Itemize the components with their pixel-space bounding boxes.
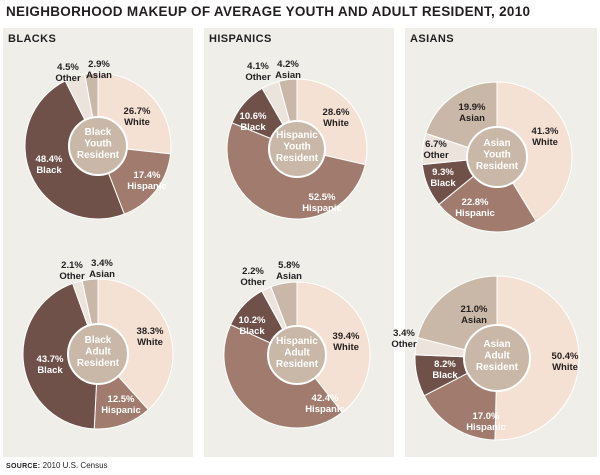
pie-slice-hispanic (438, 156, 537, 233)
slice-label: 21.0% Asian (461, 304, 488, 326)
slice-label: 12.5% Hispanic (101, 394, 141, 416)
slice-label: 41.3% White (532, 126, 559, 148)
slice-label: 17.4% Hispanic (127, 170, 167, 192)
donut-center (267, 325, 327, 385)
slice-label: 17.0% Hispanic (466, 411, 506, 433)
center-label: Hispanic Adult Resident (276, 336, 319, 370)
source-text: 2010 U.S. Census (42, 461, 108, 470)
slice-label: 9.3% Black (430, 167, 456, 189)
slice-label: 48.4% Black (36, 154, 63, 176)
pie-slice-white (496, 81, 573, 222)
slice-label: 10.6% Black (240, 111, 267, 133)
slice-label: 42.4% Hispanic (305, 393, 345, 415)
panel-heading: HISPANICS (209, 33, 272, 45)
slice-label: 50.4% White (552, 351, 579, 373)
center-label: Asian Adult Resident (476, 339, 519, 373)
slice-label: 4.1% Other (245, 61, 271, 83)
donut-center (68, 116, 128, 176)
slice-label: 4.5% Other (55, 62, 81, 84)
slice-label: 5.8% Asian (276, 260, 302, 282)
panel-heading: BLACKS (8, 33, 57, 45)
slice-label: 19.9% Asian (459, 102, 486, 124)
center-label: Black Youth Resident (77, 127, 120, 161)
page-title: NEIGHBORHOOD MAKEUP OF AVERAGE YOUTH AND… (6, 4, 531, 19)
slice-label: 22.8% Hispanic (455, 197, 495, 219)
slice-label: 4.2% Asian (275, 59, 301, 81)
donut-chart: Black Adult Resident 38.3% White 12.5% Hispani… (22, 258, 174, 430)
slice-label: 3.4% Other (391, 328, 417, 350)
pie-slice-white (97, 278, 174, 411)
panel-heading: ASIANS (410, 33, 454, 45)
source-note: SOURCE: 2010 U.S. Census (6, 461, 108, 470)
slice-label: 2.2% Other (240, 266, 266, 288)
slice-label: 8.2% Black (432, 359, 458, 381)
slice-label: 6.7% Other (423, 139, 449, 161)
slice-label: 10.2% Black (239, 315, 266, 337)
slice-label: 52.5% Hispanic (302, 192, 342, 214)
donut-center (268, 120, 326, 178)
donut-chart: Asian Youth Resident 41.3% White 22.8% Hispani… (421, 81, 573, 233)
pie-slice-black (22, 282, 99, 430)
slice-label: 43.7% Black (37, 354, 64, 376)
slice-label: 2.1% Other (59, 260, 85, 282)
slice-label: 28.6% White (323, 107, 350, 129)
center-label: Asian Youth Resident (476, 138, 519, 172)
source-label: SOURCE: (6, 463, 41, 470)
slice-label: 26.7% White (124, 106, 151, 128)
slice-label: 39.4% White (333, 331, 360, 353)
donut-center (466, 126, 528, 188)
center-label: Hispanic Youth Resident (276, 130, 319, 164)
donut-center (67, 323, 129, 385)
pie-slice-white (296, 281, 371, 414)
donut-center (463, 324, 531, 392)
center-label: Black Adult Resident (77, 335, 120, 369)
slice-label: 38.3% White (137, 326, 164, 348)
pie-slice-white (494, 275, 580, 441)
donut-chart: Hispanic Adult Resident 39.4% White 42.4% Hisp… (223, 260, 371, 429)
slice-label: 3.4% Asian (89, 258, 115, 280)
slice-label: 2.9% Asian (86, 59, 112, 81)
donut-chart: Asian Adult Resident 50.4% White 17.0% Hispani… (391, 275, 580, 441)
